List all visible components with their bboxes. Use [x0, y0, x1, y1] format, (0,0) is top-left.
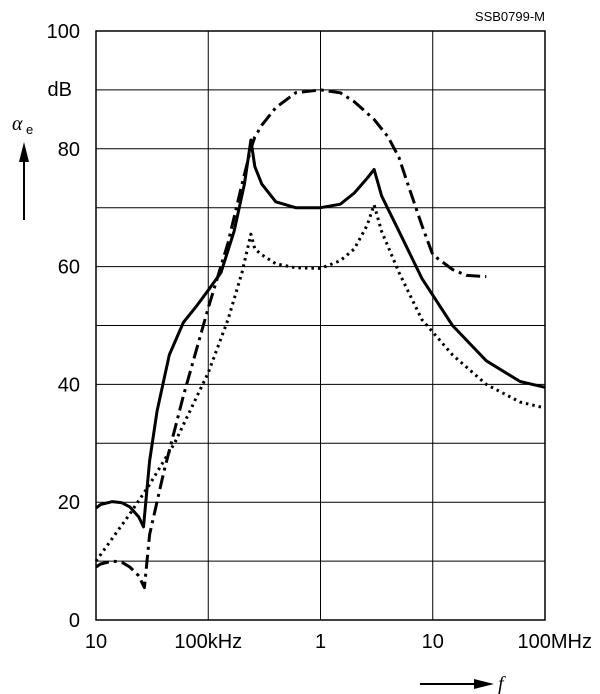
x-axis-symbol: f [498, 673, 506, 694]
y-axis-subscript: e [26, 122, 33, 137]
y-tick-labels: 0 20 40 60 80 100 [47, 21, 80, 632]
y-tick-label: 60 [58, 257, 80, 279]
x-axis-arrow-head [474, 679, 494, 689]
x-tick-label: 100MHz [518, 631, 592, 653]
x-tick-labels: 10 100kHz 1 10 100MHz [85, 631, 592, 653]
y-axis-symbol: α [12, 113, 23, 135]
y-axis-arrow-head [19, 142, 29, 162]
series-line-dotted [94, 203, 546, 562]
y-tick-label: 40 [58, 374, 80, 396]
x-tick-label: 1 [315, 631, 326, 653]
x-tick-label: 10 [85, 631, 107, 653]
figure-code: SSB0799-M [475, 9, 545, 24]
plot-frame [95, 30, 546, 621]
chart-series [94, 88, 546, 590]
x-tick-label: 10 [422, 631, 444, 653]
y-tick-label: 80 [58, 139, 80, 161]
y-tick-label: 100 [47, 21, 80, 43]
x-tick-label: 100kHz [174, 631, 242, 653]
chart-grid [95, 30, 546, 621]
y-tick-label: 0 [69, 610, 80, 632]
x-axis-label: f [420, 673, 506, 694]
y-tick-label: 20 [58, 492, 80, 514]
series-line-dashdot [95, 88, 487, 590]
y-axis-label: α e [12, 113, 33, 220]
y-unit-label: dB [48, 79, 72, 101]
series-line-solid [95, 138, 546, 529]
